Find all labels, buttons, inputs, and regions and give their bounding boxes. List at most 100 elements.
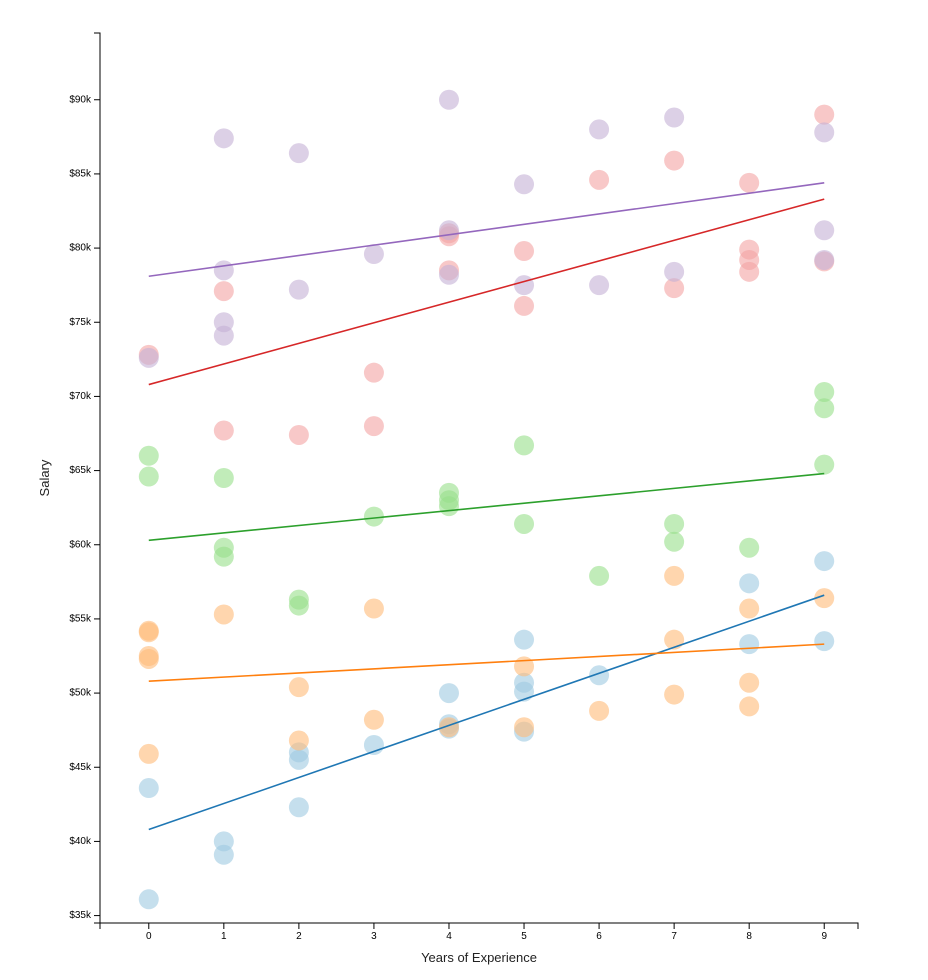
trendline-red (148, 198, 825, 386)
y-tick-label: $75k (69, 317, 92, 328)
x-tick-label: 6 (596, 931, 602, 942)
data-point-green (138, 466, 159, 487)
y-tick-label: $80k (69, 243, 92, 254)
y-tick-label: $60k (69, 539, 92, 550)
trendline-blue (148, 594, 825, 831)
y-tick-label: $55k (69, 614, 92, 625)
data-point-red (514, 295, 535, 316)
data-point-red (664, 278, 685, 299)
x-tick-label: 9 (821, 931, 827, 942)
y-tick-label: $45k (69, 762, 92, 773)
data-point-blue (814, 631, 835, 652)
data-point-blue (739, 573, 760, 594)
trendline-green (148, 472, 825, 542)
data-point-green (438, 496, 459, 517)
data-point-blue (138, 778, 159, 799)
y-tick-label: $40k (69, 836, 92, 847)
data-point-orange (363, 598, 384, 619)
data-point-orange (138, 648, 159, 669)
data-point-purple (438, 220, 459, 241)
trendlines-group (148, 182, 825, 831)
x-tick-label: 5 (521, 931, 527, 942)
x-tick-label: 0 (146, 931, 152, 942)
data-point-green (814, 454, 835, 475)
data-point-green (514, 435, 535, 456)
points-group (138, 89, 835, 910)
data-point-orange (814, 588, 835, 609)
data-point-red (664, 150, 685, 171)
data-point-orange (514, 656, 535, 677)
data-point-blue (514, 681, 535, 702)
data-point-green (664, 531, 685, 552)
data-point-orange (288, 730, 309, 751)
data-point-purple (138, 347, 159, 368)
y-tick-label: $35k (69, 910, 92, 921)
data-point-orange (138, 743, 159, 764)
data-point-orange (138, 622, 159, 643)
y-tick-label: $65k (69, 465, 92, 476)
data-point-blue (438, 683, 459, 704)
data-point-blue (739, 634, 760, 655)
x-tick-label: 8 (746, 931, 752, 942)
data-point-red (814, 104, 835, 125)
data-point-purple (589, 275, 610, 296)
data-point-blue (213, 844, 234, 865)
x-tick-label: 3 (371, 931, 377, 942)
y-axis-title: Salary (37, 459, 52, 496)
data-point-red (589, 169, 610, 190)
data-point-orange (664, 565, 685, 586)
data-point-purple (664, 107, 685, 128)
data-point-orange (438, 717, 459, 738)
data-point-green (138, 445, 159, 466)
data-point-orange (739, 696, 760, 717)
data-point-green (213, 468, 234, 488)
data-point-green (739, 537, 760, 558)
data-point-purple (363, 244, 384, 265)
y-tick-label: $90k (69, 94, 92, 105)
data-point-purple (438, 89, 459, 110)
data-point-red (739, 172, 760, 193)
y-tick-label: $85k (69, 169, 92, 180)
data-point-purple (814, 249, 835, 270)
data-point-purple (514, 275, 535, 296)
data-point-red (213, 420, 234, 441)
data-point-red (288, 424, 309, 445)
data-point-green (589, 565, 610, 586)
trendline-orange (148, 643, 825, 683)
data-point-purple (438, 264, 459, 285)
data-point-orange (213, 604, 234, 625)
x-tick-label: 7 (671, 931, 677, 942)
data-point-red (213, 281, 234, 302)
data-point-purple (514, 174, 535, 195)
data-point-orange (739, 598, 760, 619)
y-tick-label: $50k (69, 688, 92, 699)
axes-group: $35k $40k $45k $50k $55k $60k $65k $70k $75k $80k… (69, 32, 859, 942)
data-point-purple (213, 325, 234, 346)
data-point-orange (288, 677, 309, 698)
data-point-blue (288, 797, 309, 818)
data-point-green (288, 595, 309, 616)
data-point-purple (213, 260, 234, 281)
data-point-purple (589, 119, 610, 140)
data-point-blue (138, 889, 159, 910)
data-point-orange (589, 700, 610, 721)
data-point-red (739, 261, 760, 282)
data-point-green (814, 398, 835, 419)
data-point-orange (739, 672, 760, 693)
data-point-red (514, 241, 535, 262)
data-point-purple (664, 261, 685, 282)
x-tick-label: 2 (296, 931, 302, 942)
x-axis-title: Years of Experience (421, 950, 537, 965)
trendline-purple (148, 182, 825, 278)
x-axis-line (99, 922, 859, 929)
x-tick-label: 1 (221, 931, 227, 942)
data-point-blue (814, 551, 835, 572)
data-point-green (363, 506, 384, 527)
data-point-green (213, 546, 234, 567)
data-point-orange (363, 709, 384, 730)
data-point-blue (589, 665, 610, 686)
data-point-orange (664, 684, 685, 705)
data-point-blue (514, 629, 535, 650)
